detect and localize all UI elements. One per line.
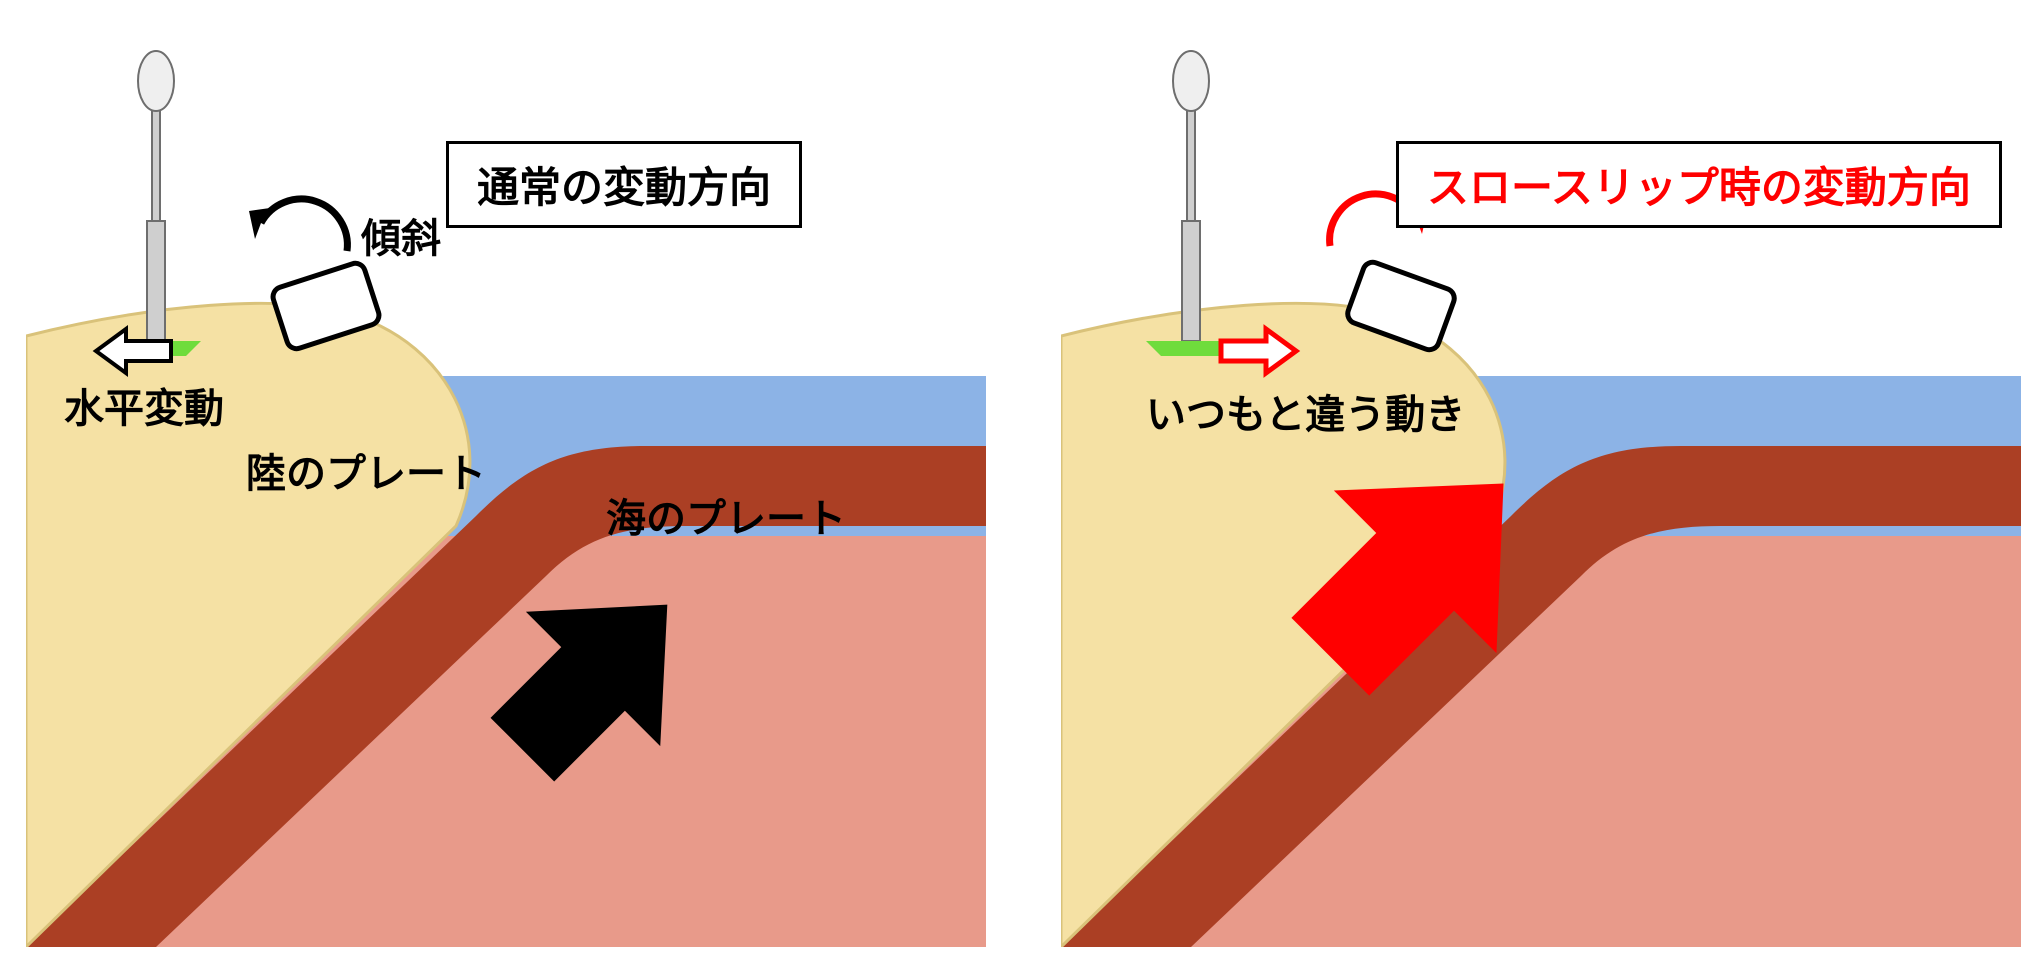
panel-normal: 通常の変動方向 水平変動 傾斜 陸のプレート 海のプレート [20,0,992,953]
panel-slow-slip: スロースリップ時の変動方向 いつもと違う動き [1055,0,2027,953]
label-ocean-plate: 海のプレート [606,486,846,544]
title-slow-slip: スロースリップ時の変動方向 [1396,141,2002,228]
title-text: スロースリップ時の変動方向 [1427,164,1971,211]
title-text: 通常の変動方向 [477,164,771,211]
title-normal: 通常の変動方向 [446,141,802,228]
tilt-arrow-icon [249,199,347,251]
label-land-plate: 陸のプレート [246,441,486,499]
label-tilt: 傾斜 [361,206,441,264]
label-horizontal-motion: 水平変動 [64,376,224,434]
label-different-motion: いつもと違う動き [1146,382,1465,440]
